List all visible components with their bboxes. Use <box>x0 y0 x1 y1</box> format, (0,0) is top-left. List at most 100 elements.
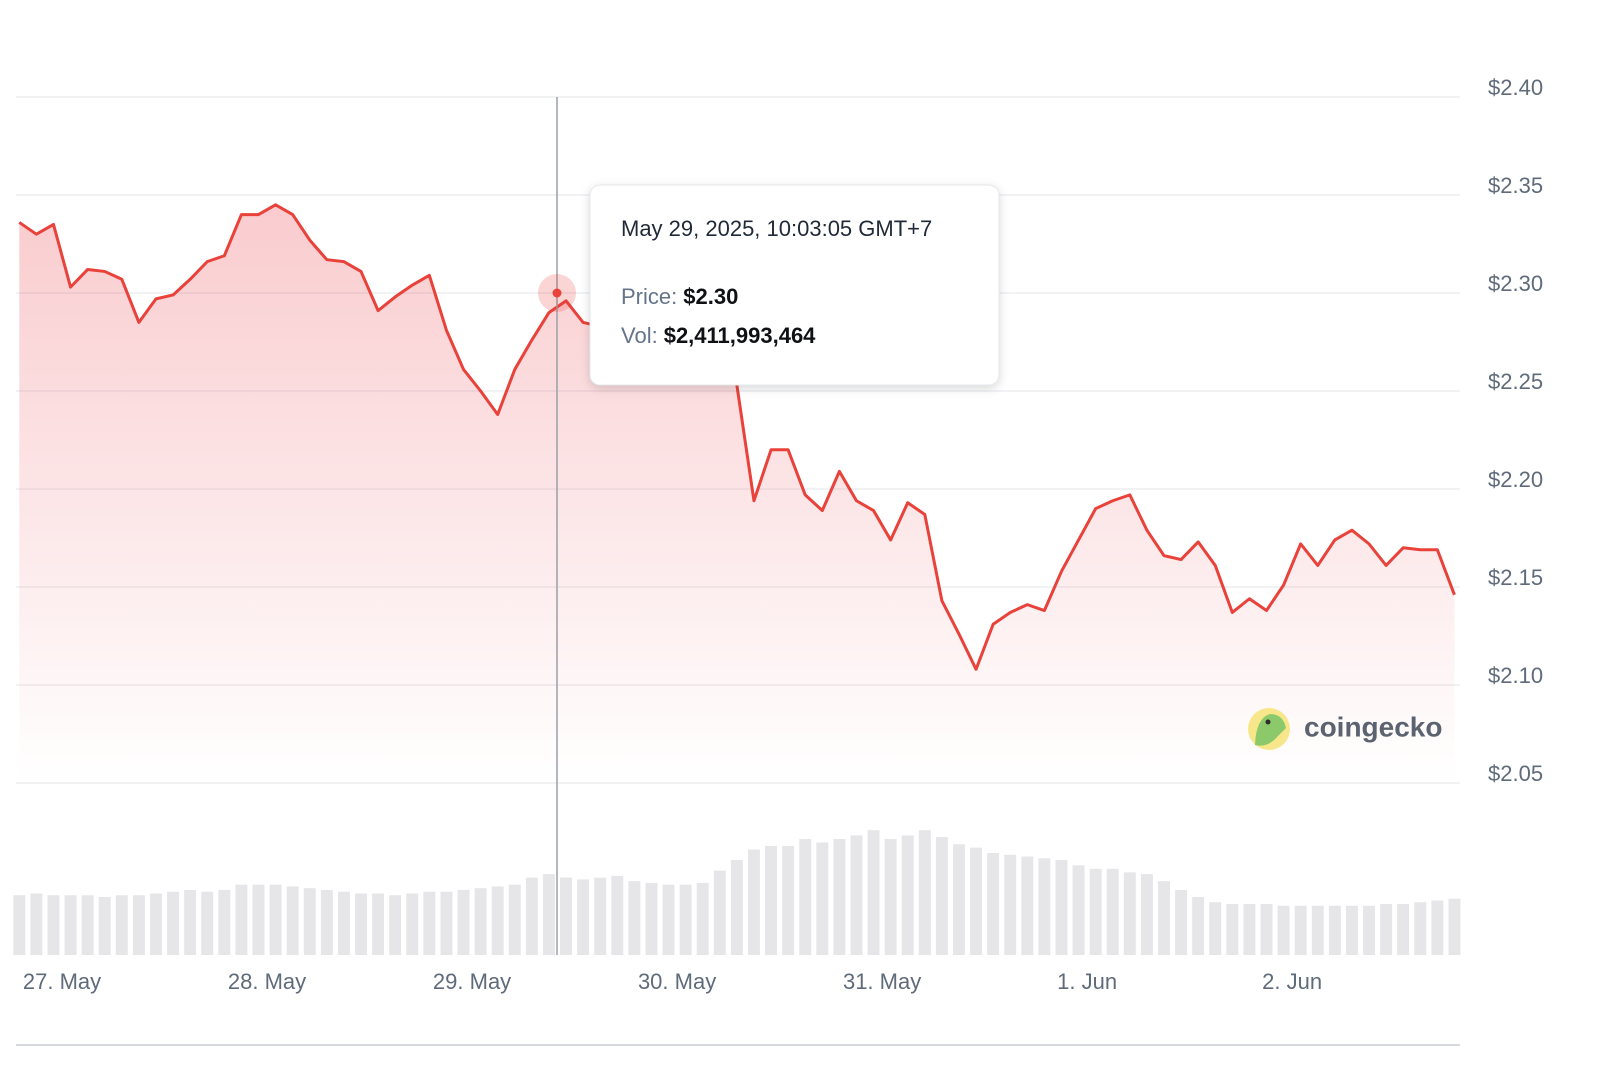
volume-bar <box>867 830 880 955</box>
volume-bar <box>542 874 555 955</box>
volume-bar <box>833 838 846 955</box>
volume-bar <box>13 895 26 955</box>
volume-bar <box>987 853 1000 955</box>
tooltip: May 29, 2025, 10:03:05 GMT+7 Price: $2.30… <box>589 184 1000 386</box>
volume-bar <box>47 895 60 955</box>
volume-bar <box>372 893 385 955</box>
volume-bar <box>337 891 350 955</box>
tooltip-box <box>589 184 1000 386</box>
volume-bar <box>1448 898 1461 955</box>
volume-bar <box>1140 874 1153 955</box>
volume-bar <box>730 860 743 955</box>
volume-bar <box>150 893 162 955</box>
volume-bar <box>765 845 778 955</box>
volume-bar <box>1038 858 1051 955</box>
y-tick-label: $2.35 <box>1488 173 1543 198</box>
volume-bar <box>1311 905 1324 955</box>
volume-bars <box>13 830 1461 955</box>
volume-bar <box>1209 902 1222 955</box>
y-tick-label: $2.25 <box>1488 369 1543 394</box>
volume-bar <box>201 891 214 955</box>
volume-bar <box>1089 868 1102 955</box>
volume-bar <box>799 838 812 955</box>
volume-bar <box>491 886 504 955</box>
volume-bar <box>645 882 658 955</box>
y-tick-label: $2.10 <box>1488 663 1543 688</box>
volume-bar <box>406 893 419 955</box>
volume-bar <box>115 895 128 955</box>
volume-bar <box>747 849 760 955</box>
volume-bar <box>440 891 453 955</box>
volume-bar <box>1243 904 1256 955</box>
volume-bar <box>1414 902 1427 955</box>
volume-bar <box>218 889 231 955</box>
volume-bar <box>1004 854 1017 955</box>
volume-bar <box>1380 904 1393 955</box>
y-tick-label: $2.15 <box>1488 565 1543 590</box>
volume-bar <box>713 870 726 955</box>
volume-bar <box>1277 905 1290 955</box>
volume-bar <box>1123 872 1136 955</box>
volume-bar <box>611 875 624 955</box>
volume-bar <box>132 895 145 955</box>
y-tick-label: $2.05 <box>1488 761 1543 786</box>
volume-bar <box>1021 856 1034 955</box>
volume-bar <box>286 886 299 955</box>
volume-bar <box>269 884 282 955</box>
volume-bar <box>952 844 965 955</box>
tooltip-value: $2,411,993,464 <box>664 323 816 348</box>
volume-bar <box>970 847 983 955</box>
volume-bar <box>1328 905 1341 955</box>
volume-bar <box>662 884 675 955</box>
y-tick-label: $2.20 <box>1488 467 1543 492</box>
volume-bar <box>1226 904 1239 955</box>
volume-bar <box>474 888 487 955</box>
volume-bar <box>918 830 931 955</box>
volume-bar <box>1106 868 1119 955</box>
brand-name: coingecko <box>1304 711 1442 742</box>
volume-bar <box>98 896 111 955</box>
volume-bar <box>303 888 316 955</box>
volume-bar <box>1192 896 1205 955</box>
volume-bar <box>850 835 863 955</box>
volume-bar <box>628 881 641 955</box>
price-area <box>19 204 1455 784</box>
volume-bar <box>1363 905 1375 955</box>
x-tick-label: 2. Jun <box>1262 969 1322 994</box>
volume-bar <box>696 882 709 955</box>
x-tick-label: 27. May <box>23 969 101 994</box>
x-tick-label: 28. May <box>228 969 306 994</box>
volume-bar <box>320 889 333 955</box>
volume-bar <box>167 891 180 955</box>
volume-bar <box>1260 904 1273 955</box>
volume-bar <box>1158 881 1170 955</box>
tooltip-label: Vol: <box>621 323 658 348</box>
volume-bar <box>355 893 367 955</box>
volume-bar <box>1345 905 1358 955</box>
brand: coingecko <box>1248 708 1442 750</box>
volume-bar <box>1294 905 1307 955</box>
volume-bar <box>901 835 914 955</box>
volume-bar <box>81 895 94 955</box>
brand-logo-eye <box>1265 719 1271 725</box>
y-tick-label: $2.30 <box>1488 271 1543 296</box>
volume-bar <box>560 877 573 955</box>
volume-bar <box>64 895 77 955</box>
tooltip-value: $2.30 <box>683 284 738 309</box>
volume-bar <box>30 893 43 955</box>
x-tick-label: 29. May <box>433 969 511 994</box>
brand-logo-gecko <box>1255 714 1286 746</box>
x-tick-label: 31. May <box>843 969 921 994</box>
volume-bar <box>1072 865 1085 955</box>
x-tick-label: 1. Jun <box>1057 969 1117 994</box>
volume-bar <box>577 879 590 955</box>
volume-bar <box>235 884 248 955</box>
y-tick-label: $2.40 <box>1488 75 1543 100</box>
volume-bar <box>935 837 948 955</box>
tooltip-title: May 29, 2025, 10:03:05 GMT+7 <box>621 216 932 241</box>
volume-bar <box>1397 904 1410 955</box>
volume-bar <box>389 895 402 955</box>
tooltip-volume: Vol: $2,411,993,464 <box>621 323 816 348</box>
